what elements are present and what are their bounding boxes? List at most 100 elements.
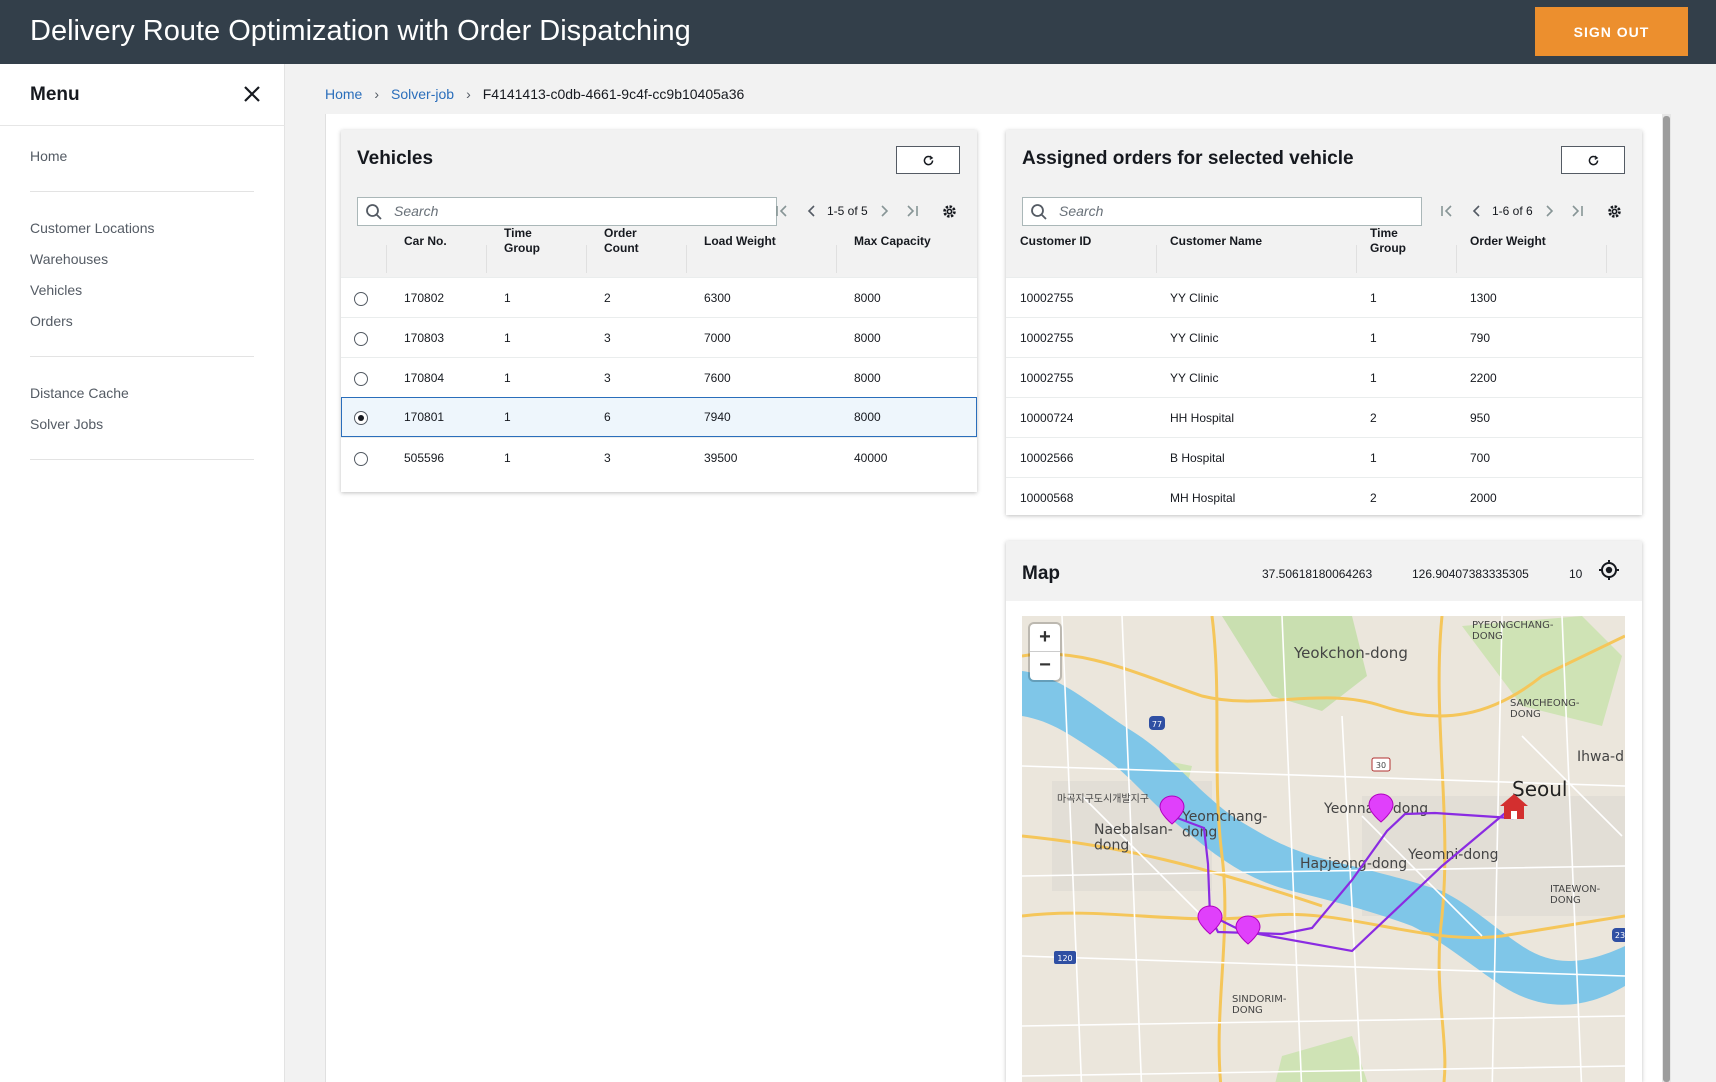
place-label-hapjeong: Hapjeong-dong — [1300, 856, 1407, 872]
map-canvas[interactable]: 77 30 120 23 PYEONGCHANG-DONG Yeokchon-d… — [1022, 616, 1625, 1082]
place-label-ihwa: Ihwa-d — [1577, 749, 1624, 765]
orders-search-input[interactable] — [1059, 203, 1359, 219]
row-radio[interactable] — [354, 292, 368, 306]
close-icon[interactable] — [240, 82, 264, 106]
highway-shield-30: 30 — [1371, 757, 1391, 772]
cell-customer-name: B Hospital — [1170, 451, 1225, 465]
column-divider — [1156, 245, 1157, 273]
column-header-car-no[interactable]: Car No. — [404, 234, 447, 248]
place-label-samcheong: SAMCHEONG-DONG — [1510, 698, 1580, 720]
zoom-in-button[interactable]: + — [1030, 624, 1060, 652]
last-page-icon[interactable] — [903, 202, 921, 220]
row-radio[interactable] — [354, 332, 368, 346]
table-row[interactable]: 10002566 B Hospital 1 700 — [1006, 437, 1642, 477]
place-label-naebalsan: Naebalsan-dong — [1094, 822, 1173, 853]
table-row-selected[interactable]: 170801 1 6 7940 8000 — [341, 397, 977, 437]
column-divider — [686, 245, 687, 273]
previous-page-icon[interactable] — [1468, 202, 1486, 220]
zoom-out-button[interactable]: − — [1039, 654, 1051, 676]
top-bar: Delivery Route Optimization with Order D… — [0, 0, 1716, 64]
row-radio[interactable] — [354, 452, 368, 466]
highway-shield-120: 120 — [1054, 951, 1076, 964]
table-row[interactable]: 10000724 HH Hospital 2 950 — [1006, 397, 1642, 437]
search-icon — [1031, 204, 1047, 220]
vehicles-search-input[interactable] — [394, 203, 694, 219]
cell-order-count: 3 — [604, 371, 611, 385]
column-divider — [486, 245, 487, 273]
cell-order-weight: 1300 — [1470, 291, 1497, 305]
table-row[interactable]: 170802 1 2 6300 8000 — [341, 277, 977, 317]
cell-order-weight: 2000 — [1470, 491, 1497, 505]
depot-home-icon — [1500, 794, 1528, 819]
park-area — [1222, 616, 1367, 711]
table-row[interactable]: 10002755 YY Clinic 1 790 — [1006, 317, 1642, 357]
cell-max-capacity: 8000 — [854, 410, 881, 424]
column-header-load-weight[interactable]: Load Weight — [704, 234, 776, 248]
vehicles-refresh-button[interactable] — [896, 146, 960, 174]
table-row[interactable]: 170803 1 3 7000 8000 — [341, 317, 977, 357]
vehicles-search[interactable] — [357, 197, 777, 226]
breadcrumb-current: F4141413-c0db-4661-9c4f-cc9b10405a36 — [482, 86, 745, 102]
cell-customer-id: 10000724 — [1020, 411, 1074, 425]
cell-time-group: 1 — [504, 291, 511, 305]
vehicles-title: Vehicles — [357, 148, 434, 169]
orders-refresh-button[interactable] — [1561, 146, 1625, 174]
table-row[interactable]: 170804 1 3 7600 8000 — [341, 357, 977, 397]
next-page-icon[interactable] — [875, 202, 893, 220]
column-header-customer-id[interactable]: Customer ID — [1020, 234, 1092, 248]
map-panel: Map 37.50618180064263 126.90407383335305… — [1006, 541, 1642, 1082]
cell-max-capacity: 8000 — [854, 371, 881, 385]
row-radio-checked[interactable] — [354, 411, 368, 425]
locate-icon[interactable] — [1598, 559, 1620, 581]
breadcrumb: Home › Solver-job › F4141413-c0db-4661-9c4f-… — [325, 86, 744, 102]
refresh-icon — [1588, 155, 1599, 166]
cell-time-group: 2 — [1370, 491, 1377, 505]
map-latitude: 37.50618180064263 — [1262, 567, 1373, 581]
orders-search[interactable] — [1022, 197, 1422, 226]
table-row[interactable]: 10000568 MH Hospital 2 2000 — [1006, 477, 1642, 515]
order-markers — [1159, 793, 1394, 945]
column-header-order-count[interactable]: Order Count — [604, 226, 639, 255]
cell-order-weight: 790 — [1470, 331, 1491, 345]
gear-icon[interactable] — [1606, 203, 1623, 220]
row-radio[interactable] — [354, 372, 368, 386]
table-row[interactable]: 505596 1 3 39500 40000 — [341, 437, 977, 477]
cell-customer-id: 10002755 — [1020, 291, 1074, 305]
cell-car-no: 170804 — [404, 371, 445, 385]
cell-max-capacity: 8000 — [854, 331, 881, 345]
sidebar-item-vehicles[interactable]: Vehicles — [30, 282, 83, 298]
column-header-max-capacity[interactable]: Max Capacity — [854, 234, 931, 248]
map-tiles[interactable]: 77 30 120 23 PYEONGCHANG-DONG Yeokchon-d… — [1022, 616, 1625, 1082]
sidebar-item-home[interactable]: Home — [30, 148, 68, 164]
sidebar-item-customer-locations[interactable]: Customer Locations — [30, 220, 155, 236]
table-row[interactable]: 10002755 YY Clinic 1 1300 — [1006, 277, 1642, 317]
column-header-time-group[interactable]: Time Group — [1370, 226, 1406, 255]
sidebar-item-warehouses[interactable]: Warehouses — [30, 251, 109, 267]
scrollbar-thumb[interactable] — [1663, 116, 1670, 1082]
column-header-time-group[interactable]: Time Group — [504, 226, 540, 255]
cell-time-group: 1 — [1370, 451, 1377, 465]
column-header-order-weight[interactable]: Order Weight — [1470, 234, 1546, 248]
divider — [30, 459, 254, 460]
next-page-icon[interactable] — [1540, 202, 1558, 220]
sidebar-item-distance-cache[interactable]: Distance Cache — [30, 385, 129, 401]
column-header-customer-name[interactable]: Customer Name — [1170, 234, 1263, 248]
sidebar-item-solver-jobs[interactable]: Solver Jobs — [30, 416, 104, 432]
previous-page-icon[interactable] — [803, 202, 821, 220]
refresh-icon — [923, 155, 934, 166]
place-label-yeokchon: Yeokchon-dong — [1293, 644, 1408, 662]
first-page-icon[interactable] — [773, 202, 791, 220]
gear-icon[interactable] — [941, 203, 958, 220]
column-divider — [386, 245, 387, 273]
breadcrumb-solver-job[interactable]: Solver-job — [391, 86, 455, 102]
sidebar-item-orders[interactable]: Orders — [30, 313, 73, 329]
first-page-icon[interactable] — [1438, 202, 1456, 220]
last-page-icon[interactable] — [1568, 202, 1586, 220]
cell-order-weight: 700 — [1470, 451, 1491, 465]
sign-out-button[interactable]: SIGN OUT — [1535, 7, 1688, 56]
chevron-right-icon: › — [374, 86, 380, 102]
table-row[interactable]: 10002755 YY Clinic 1 2200 — [1006, 357, 1642, 397]
breadcrumb-home[interactable]: Home — [325, 86, 363, 102]
svg-text:23: 23 — [1615, 931, 1625, 940]
cell-customer-name: HH Hospital — [1170, 411, 1235, 425]
